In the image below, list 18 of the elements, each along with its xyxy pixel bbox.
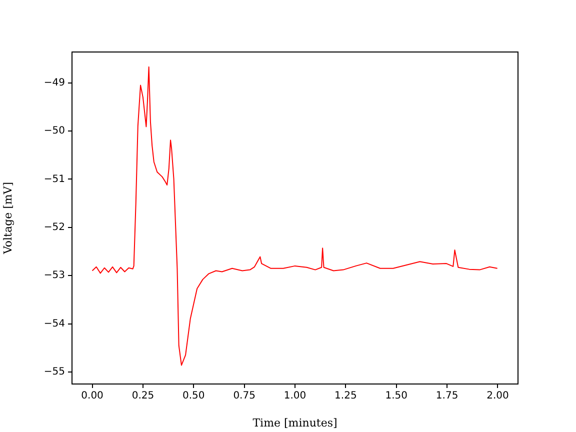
x-tick-label: 0.50 [182, 390, 205, 402]
x-tick-label: 1.00 [284, 390, 306, 402]
x-axis-title: Time [minutes] [252, 416, 338, 430]
y-tick-label: −52 [44, 222, 65, 233]
x-tick-label: 1.50 [385, 390, 408, 402]
y-tick-label: −54 [44, 318, 65, 330]
x-tick-label: 0.75 [233, 390, 256, 402]
y-tick-label: −49 [44, 77, 65, 88]
y-tick-label: −51 [44, 174, 65, 185]
x-tick-label: 1.25 [334, 390, 357, 402]
x-tick-label: 0.25 [132, 390, 154, 402]
y-axis-title: Voltage [mV] [1, 182, 14, 256]
x-tick-label: 0.00 [81, 390, 104, 402]
x-tick-label: 1.75 [436, 390, 458, 402]
x-tick-label: 2.00 [486, 390, 509, 402]
y-tick-label: −53 [44, 270, 65, 282]
y-tick-label: −55 [44, 366, 65, 378]
y-tick-label: −50 [44, 126, 65, 137]
